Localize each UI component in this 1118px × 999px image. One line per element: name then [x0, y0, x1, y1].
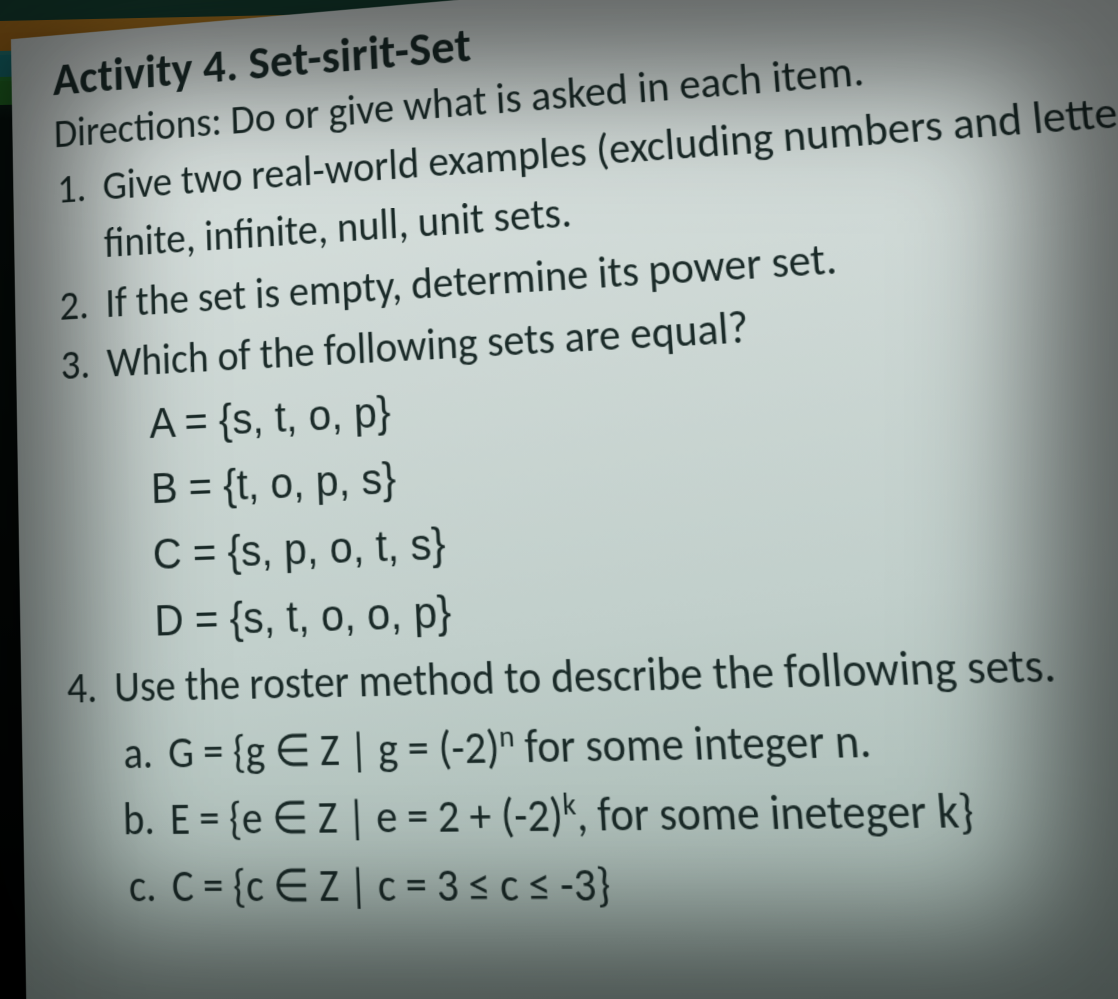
sub-list-q4: G = {g ∈ Z | g = (-2)n for some integer … [161, 697, 1118, 920]
sub-a: G = {g ∈ Z | g = (-2)n for some integer … [161, 697, 1118, 786]
main-list-cont: Use the roster method to describe the fo… [106, 626, 1118, 921]
sub-b-suffix: , for some ineteger k} [575, 782, 976, 843]
slide-content: Activity 4. Set-sirit-Set Directions: Do… [11, 0, 1118, 999]
scene-root: Activity 4. Set-sirit-Set Directions: Do… [0, 0, 1118, 999]
projected-slide-wrapper: Activity 4. Set-sirit-Set Directions: Do… [6, 30, 1118, 999]
sub-a-suffix: for some integer n. [513, 712, 873, 774]
sub-a-prefix: G = {g ∈ Z | g = (-2) [167, 719, 500, 779]
sub-c: C = {c ∈ Z | c = 3 ≤ c ≤ -3} [165, 845, 1118, 920]
item-4: Use the roster method to describe the fo… [106, 626, 1118, 921]
sub-b-prefix: E = {e ∈ Z | e = 2 + (-2) [169, 787, 564, 846]
